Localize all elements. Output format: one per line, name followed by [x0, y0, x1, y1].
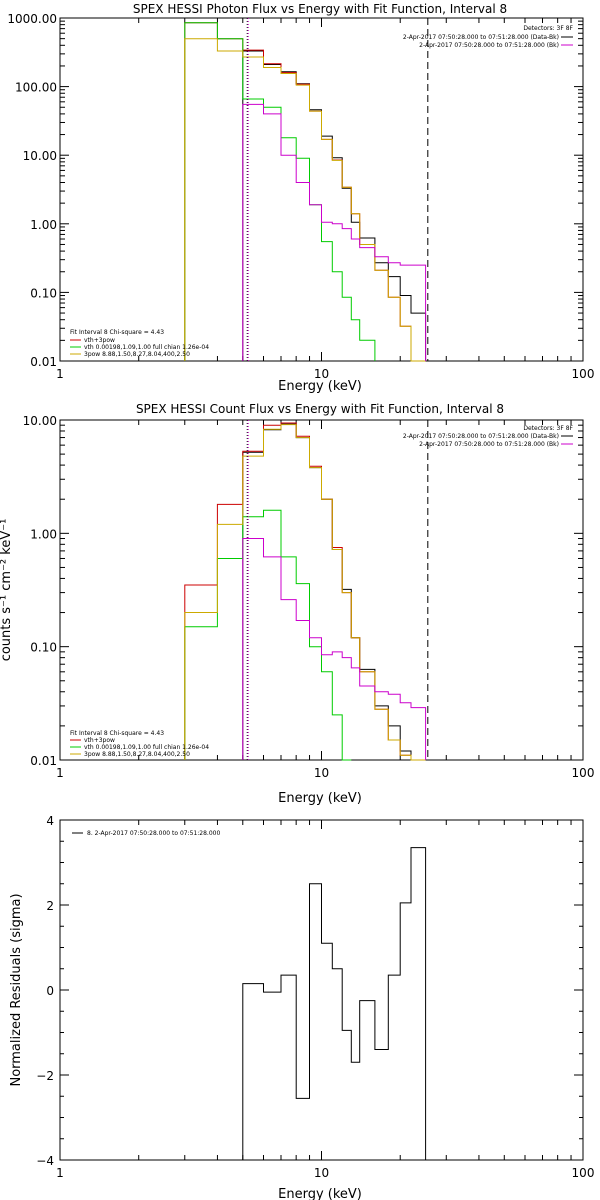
- panel1-legend-bottomleft: Fit Interval 8 Chi-square = 4.43 vth+3po…: [70, 329, 209, 358]
- panel2-vlines: [246, 420, 429, 760]
- panel1-legend-header: Detectors: 3F 8F: [523, 25, 573, 32]
- panel1-axes-frame: [59, 17, 584, 362]
- y-tick-label: 2: [46, 899, 54, 913]
- panel1-ticks: 1 10 100 1000.00 100.00 10.00 1.00 0.10 0.01: [7, 12, 594, 381]
- panel2-legend-3pow: 3pow 8.88,1.50,8.27,8.04,400,2.50: [84, 751, 190, 758]
- series-bk: [242, 103, 427, 361]
- x-tick-label: 10: [314, 766, 329, 780]
- panel2-legend-vth3pow: vth+3pow: [84, 737, 115, 744]
- panel1-series: [184, 22, 427, 362]
- panel2-legend-bottomleft: Fit Interval 8 Chi-square = 4.43 vth+3po…: [70, 730, 209, 758]
- y-tick-label: 100.00: [15, 81, 57, 95]
- panel2-fit-header: Fit Interval 8 Chi-square = 4.43: [70, 730, 164, 737]
- series-vth: [184, 509, 352, 761]
- x-tick-label: 10: [314, 367, 329, 381]
- y-tick-label: 4: [46, 814, 54, 828]
- y-tick-label: −2: [36, 1069, 54, 1083]
- panel2-legend-entry-bk: 2-Apr-2017 07:50:28.000 to 07:51:28.000 …: [419, 441, 559, 448]
- panel2-title: SPEX HESSI Count Flux vs Energy with Fit…: [136, 402, 504, 416]
- panel3-ticks: 1 10 100 4 2 0 −2 −4: [36, 814, 594, 1180]
- panel2-ylabel: counts s⁻¹ cm⁻² keV⁻¹: [0, 519, 14, 662]
- y-tick-label: 0: [46, 984, 54, 998]
- y-tick-label: 0.01: [30, 355, 57, 369]
- panel1-xlabel: Energy (keV): [278, 379, 362, 394]
- panel2-legend-header: Detectors: 3F 8F: [523, 425, 573, 432]
- panel-photon-flux: SPEX HESSI Photon Flux vs Energy with Fi…: [7, 2, 594, 394]
- x-tick-label: 1: [56, 766, 64, 780]
- panel2-series: [184, 422, 427, 761]
- panel1-legend-entry-data: 2-Apr-2017 07:50:28.000 to 07:51:28.000 …: [403, 34, 559, 41]
- panel1-legend-3pow: 3pow 8.88,1.50,8.27,8.04,400,2.50: [84, 351, 190, 358]
- y-tick-label: 0.10: [30, 641, 57, 655]
- x-tick-label: 1: [56, 1166, 64, 1180]
- y-tick-label: 1000.00: [7, 12, 57, 26]
- panel1-title: SPEX HESSI Photon Flux vs Energy with Fi…: [133, 2, 507, 16]
- series-bk: [242, 538, 427, 760]
- series-3pow: [184, 38, 426, 362]
- panel1-legend-entry-bk: 2-Apr-2017 07:50:28.000 to 07:51:28.000 …: [419, 42, 559, 49]
- x-tick-label: 10: [314, 1166, 329, 1180]
- x-tick-label: 100: [572, 367, 595, 381]
- y-tick-label: 1.00: [30, 527, 57, 541]
- series-3pow: [184, 424, 426, 761]
- x-tick-label: 100: [572, 766, 595, 780]
- panel1-legend-topright: Detectors: 3F 8F 2-Apr-2017 07:50:28.000…: [403, 25, 574, 49]
- series-vth: [184, 22, 376, 361]
- panel-count-flux: SPEX HESSI Count Flux vs Energy with Fit…: [0, 402, 594, 806]
- panel-residuals: 1 10 100 4 2 0 −2 −4 Energy (keV) Normalized Re…: [9, 814, 594, 1200]
- y-tick-label: 0.10: [30, 286, 57, 300]
- y-tick-label: 10.00: [23, 414, 57, 428]
- panel2-xlabel: Energy (keV): [278, 791, 362, 806]
- panel1-fit-header: Fit Interval 8 Chi-square = 4.43: [70, 329, 164, 336]
- series-data: [242, 50, 427, 361]
- series-vth3pow: [184, 22, 426, 362]
- panel1-legend-vth: vth 0.00198,1.09,1.00 full chian 1.26e-0…: [84, 344, 209, 351]
- series-data: [242, 423, 426, 761]
- panel1-vlines: [246, 18, 429, 361]
- y-tick-label: 1.00: [30, 218, 57, 232]
- series-residuals: [242, 847, 427, 1160]
- panel3-axes-frame: [59, 819, 584, 1161]
- panel2-legend-topright: Detectors: 3F 8F 2-Apr-2017 07:50:28.000…: [403, 425, 574, 448]
- panel3-series: [242, 847, 427, 1160]
- panel3-legend-label: 8. 2-Apr-2017 07:50:28.000 to 07:51:28.0…: [87, 830, 220, 837]
- y-tick-label: 10.00: [23, 149, 57, 163]
- panel3-ylabel: Normalized Residuals (sigma): [9, 893, 24, 1086]
- panel2-legend-entry-data: 2-Apr-2017 07:50:28.000 to 07:51:28.000 …: [403, 433, 559, 440]
- x-tick-label: 1: [56, 367, 64, 381]
- series-vth3pow: [184, 422, 426, 761]
- y-tick-label: 0.01: [30, 754, 57, 768]
- panel1-legend-vth3pow: vth+3pow: [84, 337, 115, 344]
- y-tick-label: −4: [36, 1154, 54, 1168]
- x-tick-label: 100: [572, 1166, 595, 1180]
- panel3-legend: 8. 2-Apr-2017 07:50:28.000 to 07:51:28.0…: [72, 830, 220, 837]
- panel3-xlabel: Energy (keV): [278, 1187, 362, 1200]
- panel2-ticks: 1 10 100 10.00 1.00 0.10 0.01: [23, 414, 595, 780]
- panel2-legend-vth: vth 0.00198,1.09,1.00 full chian 1.26e-0…: [84, 744, 209, 751]
